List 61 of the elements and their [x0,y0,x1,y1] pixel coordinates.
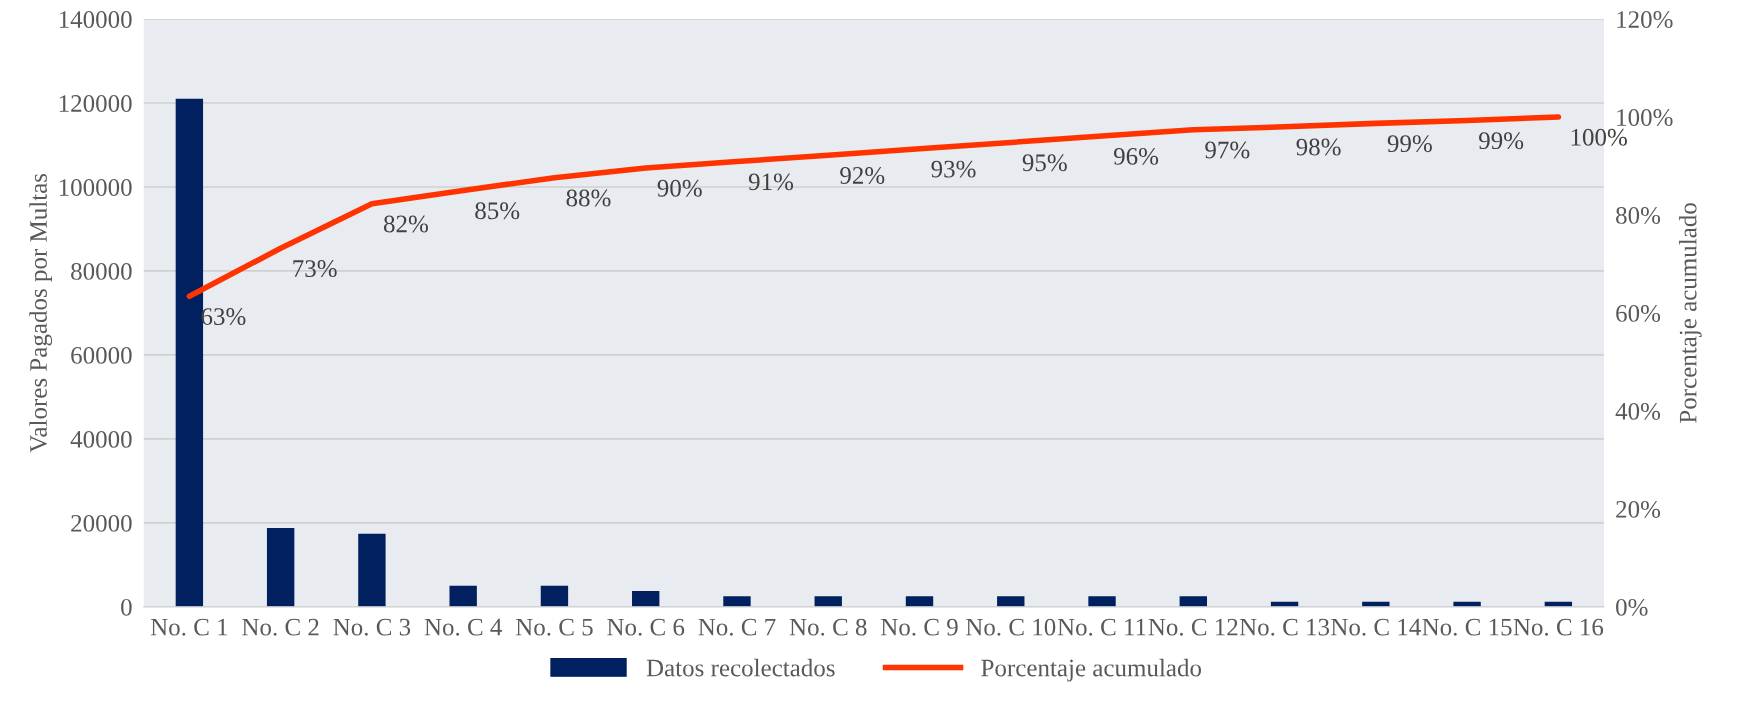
x-tick-label: No. C 15 [1422,618,1512,636]
data-label: 92% [840,167,885,184]
x-tick-label: No. C 12 [1148,618,1238,636]
y2-tick-label: 20% [1616,500,1661,518]
x-tick-label: No. C 5 [515,618,593,636]
y2-tick-label: 120% [1617,11,1673,29]
data-label: 85% [475,202,520,220]
bar [266,527,295,607]
legend-label: Datos recolectados [646,658,835,677]
data-label: 88% [566,189,611,207]
data-label: 99% [1387,135,1432,153]
bar [723,596,751,607]
y2-tick-label: 0% [1616,598,1648,616]
data-label: 91% [748,173,794,191]
data-label: 100% [1571,128,1627,146]
y-tick-label: 80000 [71,262,132,280]
y-tick-label: 20000 [71,514,132,532]
x-tick-label: No. C 13 [1239,618,1330,636]
x-tick-label: No. C 6 [607,618,685,636]
bar [358,533,386,607]
data-label: 95% [1022,154,1067,172]
bar [1179,596,1207,607]
y-axis-title: Valores Pagados por Multas [29,173,53,453]
bar [540,585,569,607]
bar [632,590,660,607]
data-label: 99% [1479,132,1524,150]
y-tick-label: 120000 [59,95,132,112]
data-label: 93% [931,160,976,178]
bar [1088,596,1116,607]
y2-tick-label: 60% [1616,304,1661,322]
data-label: 97% [1205,141,1250,159]
data-label: 98% [1296,138,1341,156]
bar [997,596,1025,607]
x-tick-label: No. C 14 [1331,618,1421,636]
data-label: 96% [1113,147,1159,165]
x-tick-label: No. C 2 [242,618,319,636]
y-tick-label: 0 [121,598,132,616]
y-tick-label: 140000 [59,11,132,28]
y2-tick-label: 80% [1616,207,1661,224]
y-tick-label: 60000 [71,346,132,364]
data-label: 82% [383,215,428,233]
legend-label: Porcentaje acumulado [981,658,1202,682]
y2-tick-label: 40% [1615,402,1661,420]
y-tick-label: 40000 [70,430,132,448]
y2-axis-title: Porcentaje acumulado [1678,203,1702,423]
x-tick-label: No. C 3 [333,618,411,636]
bar [814,596,842,607]
bar [905,596,934,607]
y2-tick-label: 100% [1617,109,1673,126]
x-tick-label: No. C 1 [150,618,228,636]
x-tick-label: No. C 11 [1057,618,1146,636]
x-tick-label: No. C 16 [1513,618,1604,636]
x-tick-label: No. C 7 [698,618,776,636]
x-tick-label: No. C 10 [966,618,1056,636]
bar [449,585,477,607]
data-label: 90% [657,179,702,197]
x-tick-label: No. C 9 [880,618,958,636]
x-tick-label: No. C 8 [789,618,867,636]
data-label: 73% [293,260,337,278]
x-tick-label: No. C 4 [424,618,503,636]
y-tick-label: 100000 [59,179,132,196]
